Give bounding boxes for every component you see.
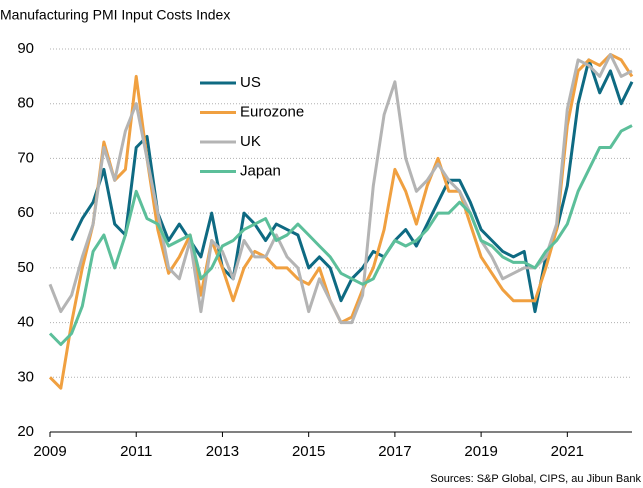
x-tick-label: 2015 — [292, 443, 325, 460]
chart-subtitle: Manufacturing PMI Input Costs Index — [0, 7, 230, 23]
legend-label: US — [240, 74, 261, 91]
y-tick-label: 30 — [17, 368, 34, 385]
y-tick-label: 40 — [17, 314, 34, 331]
x-tick-label: 2017 — [378, 443, 411, 460]
x-tick-label: 2009 — [33, 443, 66, 460]
series-line — [48, 124, 633, 346]
legend-label: Japan — [240, 162, 281, 179]
x-tick-label: 2013 — [206, 443, 239, 460]
x-tick-label: 2021 — [551, 443, 584, 460]
y-tick-label: 50 — [17, 259, 34, 276]
y-tick-label: 70 — [17, 149, 34, 166]
y-tick-label: 90 — [17, 40, 34, 57]
x-tick-label: 2011 — [120, 443, 152, 460]
source-note: Sources: S&P Global, CIPS, au Jibun Bank — [430, 473, 641, 485]
x-tick-label: 2019 — [464, 443, 497, 460]
series-line — [70, 58, 634, 314]
y-tick-label: 60 — [17, 204, 34, 221]
legend-label: Eurozone — [240, 103, 304, 120]
y-tick-label: 20 — [17, 423, 34, 440]
legend-label: UK — [240, 133, 261, 150]
y-tick-label: 80 — [17, 95, 34, 112]
